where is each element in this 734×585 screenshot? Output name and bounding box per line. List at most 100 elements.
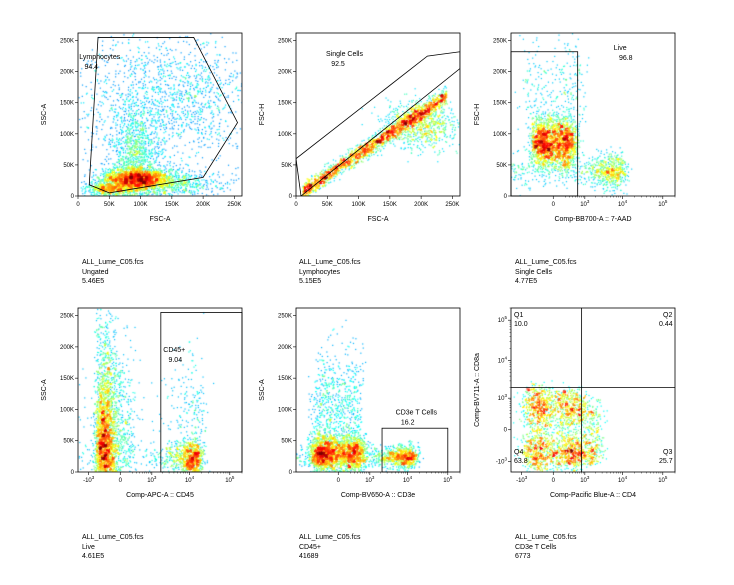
gate-polygon[interactable] (88, 37, 238, 194)
x-tick-label: 0 (119, 478, 123, 484)
caption-file-name: ALL_Lume_C05.fcs (82, 259, 144, 266)
x-tick-label: -103 (516, 475, 528, 484)
gate-name: CD45+ (163, 347, 185, 354)
density-dots-6 (511, 308, 675, 472)
x-tick-label: 200K (196, 202, 210, 208)
plot-frame (295, 32, 461, 197)
y-tick-label: 250K (278, 39, 292, 45)
y-axis-label: SSC-A (41, 103, 48, 125)
caption-population: Lymphocytes (299, 268, 340, 276)
caption-population: Single Cells (515, 268, 552, 276)
y-tick-label: 250K (278, 314, 292, 320)
gate-percentage: 16.2 (401, 419, 415, 426)
y-tick-label: 50K (281, 439, 292, 445)
y-tick-label: 100K (60, 407, 74, 413)
x-axis-label: Comp-APC-A :: CD45 (126, 492, 194, 499)
gate-percentage: 94.4 (84, 64, 98, 71)
plot-caption-5: ALL_Lume_C05.fcs CD45+ 41689 (299, 533, 360, 562)
x-tick-label: 104 (618, 475, 628, 484)
y-tick-label: 103 (498, 393, 508, 402)
gate-polygon[interactable] (296, 51, 460, 196)
caption-event-count: 6773 (515, 553, 531, 560)
x-tick-label: 105 (443, 475, 453, 484)
x-tick-label: 103 (147, 475, 157, 484)
x-tick-label: 50K (322, 202, 333, 208)
caption-population: CD3e T Cells (515, 543, 557, 551)
x-axis-label: FSC-A (368, 216, 389, 223)
y-tick-label: 100K (60, 132, 74, 138)
caption-population: Ungated (82, 268, 109, 276)
y-tick-label: 100K (278, 132, 292, 138)
x-tick-label: 105 (658, 199, 668, 208)
density-dots-4 (78, 308, 242, 472)
x-tick-label: 0 (552, 202, 556, 208)
y-tick-label: 0 (504, 194, 508, 200)
y-tick-label: 200K (278, 70, 292, 76)
x-tick-label: 104 (185, 475, 195, 484)
y-tick-label: 150K (60, 376, 74, 382)
plot-panel-6: -103 0 103 104 105 -103 0 103 104 105 Comp-Pacific… (474, 307, 676, 499)
y-tick-label: 100K (278, 407, 292, 413)
plot-frame (295, 307, 461, 473)
x-tick-label: 0 (337, 478, 341, 484)
y-tick-label: 250K (493, 39, 507, 45)
plot-frame (77, 32, 243, 197)
y-tick-label: -103 (496, 456, 508, 465)
y-tick-label: 150K (278, 101, 292, 107)
quadrant-percentage: 10.0 (514, 321, 528, 328)
quadrant-percentage: 0.44 (659, 321, 673, 328)
gate-name: Lymphocytes (79, 54, 120, 61)
x-tick-label: -103 (83, 475, 95, 484)
gate-percentage: 9.04 (168, 357, 182, 364)
x-tick-label: 103 (580, 199, 590, 208)
y-tick-label: 0 (289, 470, 293, 476)
gate-rectangle[interactable] (510, 51, 579, 197)
caption-event-count: 41689 (299, 553, 319, 560)
caption-event-count: 5.15E5 (299, 278, 322, 285)
plot-caption-3: ALL_Lume_C05.fcs Single Cells 4.77E5 (515, 258, 576, 287)
y-tick-label: 50K (63, 439, 74, 445)
x-axis-label: Comp-BB700-A :: 7-AAD (554, 216, 631, 223)
density-dots-5 (296, 308, 460, 472)
y-tick-label: 105 (498, 315, 508, 324)
caption-file-name: ALL_Lume_C05.fcs (82, 534, 144, 541)
y-tick-label: 0 (504, 428, 508, 434)
quadrant-percentage: 25.7 (659, 458, 673, 465)
caption-event-count: 4.77E5 (515, 278, 538, 285)
x-tick-label: 100K (134, 202, 148, 208)
y-tick-label: 50K (496, 163, 507, 169)
gate-rectangle[interactable] (160, 312, 243, 473)
caption-file-name: ALL_Lume_C05.fcs (515, 259, 577, 266)
gate-rectangle[interactable] (381, 427, 449, 473)
plot-panel-5: 0 103 104 105 0 50K 100K 150K 200K 250K Comp-BV650… (259, 307, 461, 499)
x-axis-label: Comp-Pacific Blue-A :: CD4 (550, 492, 636, 499)
plot-frame (510, 307, 676, 473)
y-axis-label: SSC-A (41, 379, 48, 401)
density-dots-1 (78, 33, 242, 196)
x-tick-label: 104 (403, 475, 413, 484)
y-tick-label: 104 (498, 355, 508, 364)
y-tick-label: 150K (278, 376, 292, 382)
y-tick-label: 100K (493, 132, 507, 138)
x-tick-label: 103 (580, 475, 590, 484)
plot-caption-1: ALL_Lume_C05.fcs Ungated 5.46E5 (82, 258, 143, 287)
y-tick-label: 0 (71, 194, 75, 200)
y-axis-label: SSC-A (259, 379, 266, 401)
x-tick-label: 0 (76, 202, 80, 208)
density-dots-2 (296, 33, 460, 196)
caption-event-count: 5.46E5 (82, 278, 105, 285)
quadrant-name: Q3 (663, 449, 672, 456)
density-dots-3 (511, 33, 675, 196)
plot-caption-2: ALL_Lume_C05.fcs Lymphocytes 5.15E5 (299, 258, 360, 287)
caption-file-name: ALL_Lume_C05.fcs (515, 534, 577, 541)
x-tick-label: 250K (445, 202, 459, 208)
y-tick-label: 50K (281, 163, 292, 169)
y-tick-label: 200K (278, 345, 292, 351)
y-tick-label: 200K (493, 70, 507, 76)
plot-panel-2: 0 50K 100K 150K 200K 250K 0 50K 100K 150K 200K 250K… (259, 32, 461, 223)
y-axis-label: FSC-H (474, 104, 481, 125)
y-tick-label: 0 (289, 194, 293, 200)
gate-percentage: 92.5 (331, 61, 345, 68)
x-tick-label: 200K (414, 202, 428, 208)
